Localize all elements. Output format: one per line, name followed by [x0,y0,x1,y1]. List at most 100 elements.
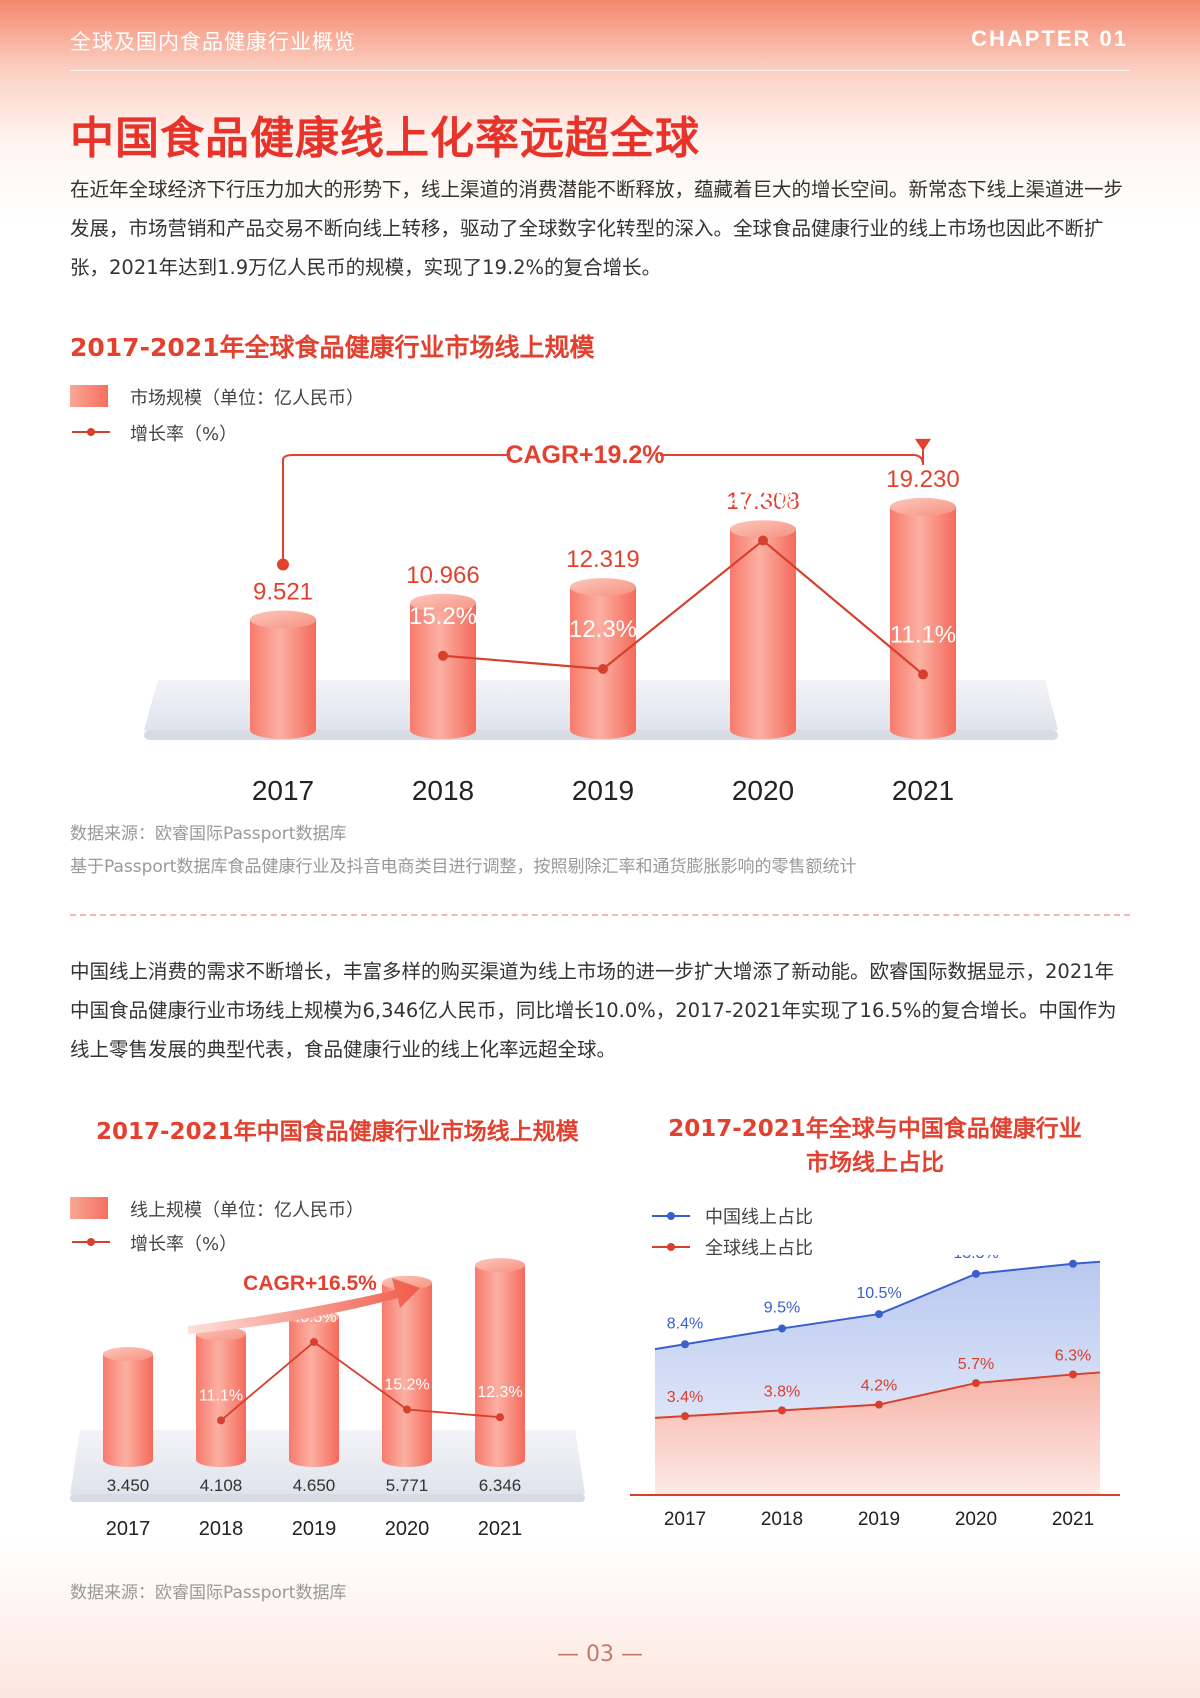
chart1-growth-point [918,669,928,680]
chart1-growth-point [438,650,448,661]
chart2-bar [103,1354,153,1467]
chart2-cagr-label: CAGR+16.5% [243,1272,377,1295]
chart2-growth-label: 12.3% [477,1384,522,1401]
chart2-x-label: 2021 [478,1518,523,1540]
chart2-growth-label: 11.1% [199,1387,243,1404]
chart2-x-label: 2020 [385,1518,430,1540]
chart2-bar [475,1265,525,1467]
chart2-bar-top [475,1258,525,1273]
chart3-legend-china-swatch [652,1212,690,1220]
chart3-global-label: 3.8% [764,1383,800,1400]
chart1-bar-top [410,593,476,612]
chart2-title: 2017-2021年中国食品健康行业市场线上规模 [96,1119,579,1145]
chart1-bar-top [250,610,316,629]
chart2-bar [196,1333,246,1467]
chart2-value-label: 3.450 [107,1476,150,1495]
intro-paragraph: 在近年全球经济下行压力加大的形势下，线上渠道的消费潜能不断释放，蕴藏着巨大的增长… [70,178,1124,279]
chart1-x-label: 2018 [412,775,474,806]
chart3-legend-global-swatch [652,1243,690,1251]
chart3-title-line2: 市场线上占比 [806,1150,944,1176]
chart1-x-label: 2019 [572,775,634,806]
chart3-china-point [875,1310,883,1319]
chart2-growth-line [220,1340,501,1422]
chart3-global-label: 3.4% [667,1389,703,1406]
chart3-x-label: 2017 [664,1509,706,1530]
chart3-global-area [655,1372,1100,1495]
chart3-x-label: 2018 [761,1509,803,1530]
chart2-growth-point [217,1416,225,1425]
chart1-bar [570,587,636,739]
chart3-title-line1: 2017-2021年全球与中国食品健康行业 [668,1116,1082,1142]
chart1-bar [410,602,476,739]
chart3-global-point [972,1379,980,1388]
chart1-growth-point [598,663,608,674]
chart1-value-label: 9.521 [253,579,313,606]
chart2-growth-point [310,1338,318,1346]
chart1-bar [730,529,796,739]
chart1-x-label: 2020 [732,775,794,806]
chart1-bar [250,619,316,739]
chart3-china-label: 13.3% [953,1255,998,1262]
chart3-global-point [681,1412,689,1421]
china-paragraph: 中国线上消费的需求不断增长，丰富多样的购买渠道为线上市场的进一步扩大增添了新动能… [70,960,1117,1061]
chart1-legend-bar-swatch [70,385,108,407]
chart3-china-point [1069,1259,1077,1268]
chart2-platform-edge [70,1494,585,1502]
chart2-legend-line-swatch [72,1238,110,1246]
chart1-cagr-arrowhead [915,438,931,451]
chart1-cagr-line-left [282,454,510,565]
chart2-x-label: 2018 [199,1518,244,1540]
chart1-value-label: 19.230 [886,466,959,493]
chart1-cagr-line-right [660,446,924,466]
chart3-legend-global-label: 全球线上占比 [705,1238,813,1259]
chart3-china-point [681,1340,689,1349]
chart3-plot: 8.4%9.5%10.5%13.3%14.0%3.4%3.8%4.2%5.7%6… [630,1255,1120,1530]
chart3-global-point [778,1406,786,1415]
chart3-global-label: 6.3% [1055,1347,1091,1364]
chart2-value-label: 6.346 [479,1476,522,1495]
chart1-bar-top [730,520,796,539]
page-title: 中国食品健康线上化率远超全球 [70,113,700,164]
chart1-cagr-start-dot [277,558,289,571]
chart1-source: 数据来源：欧睿国际Passport数据库 [70,824,347,844]
chart1-value-label: 10.966 [406,562,479,589]
chart3-china-label: 8.4% [667,1315,703,1332]
chart1-plot: 9.521 2017 10.966 2018 12.319 2019 17.308 2020 1… [144,438,1058,806]
chart3-china-label: 10.5% [856,1285,901,1302]
chart2-growth-label: 15.2% [384,1376,429,1393]
chart1-growth-label: 15.2% [409,603,477,630]
chart1-bar [890,506,956,739]
chart1-title: 2017-2021年全球食品健康行业市场线上规模 [70,333,595,362]
chart3-title: 2017-2021年全球与中国食品健康行业 市场线上占比 [620,1112,1130,1180]
chart1-bar-top [570,578,636,597]
section-divider [70,914,1130,916]
chart1-value-label: 12.319 [566,546,639,573]
chart2-legend-line-label: 增长率（%） [130,1234,238,1255]
chart2-bar [382,1282,432,1467]
chart1-legend-line-swatch [72,428,110,436]
chart1-growth-label: 40.5% [729,488,797,515]
chart1-growth-label: 12.3% [569,616,637,643]
chart3-china-point [778,1324,786,1333]
chart3-x-label: 2021 [1052,1509,1094,1530]
chart2-bar-top [103,1347,153,1362]
chart1-bar-top [890,497,956,516]
chart3-legend-china-label: 中国线上占比 [705,1207,813,1228]
chart2-x-label: 2019 [292,1518,337,1540]
chart2-value-label: 4.650 [293,1476,336,1495]
chart1-growth-point [758,535,768,546]
chart3-x-label: 2020 [955,1509,997,1530]
chart1-note: 基于Passport数据库食品健康行业及抖音电商类目进行调整，按照剔除汇率和通货… [70,857,857,877]
chart3-global-label: 5.7% [958,1356,994,1373]
chart3-china-point [972,1269,980,1278]
chart1-value-label: 17.308 [726,488,799,515]
chart2-legend-bar-label: 线上规模（单位：亿人民币） [130,1200,364,1221]
chart3-x-label: 2019 [858,1509,900,1530]
chapter-label: CHAPTER 01 [971,26,1128,51]
chart1-cagr-label: CAGR+19.2% [505,441,664,469]
chart3-global-label: 4.2% [861,1378,897,1395]
section-title: 全球及国内食品健康行业概览 [70,30,356,54]
page-number: — 03 — [557,1642,643,1667]
chart2-growth-point [496,1413,504,1422]
chart2-plot: 3.450 2017 4.108 2018 4.650 2019 5.771 2020 6.34… [70,1258,585,1540]
